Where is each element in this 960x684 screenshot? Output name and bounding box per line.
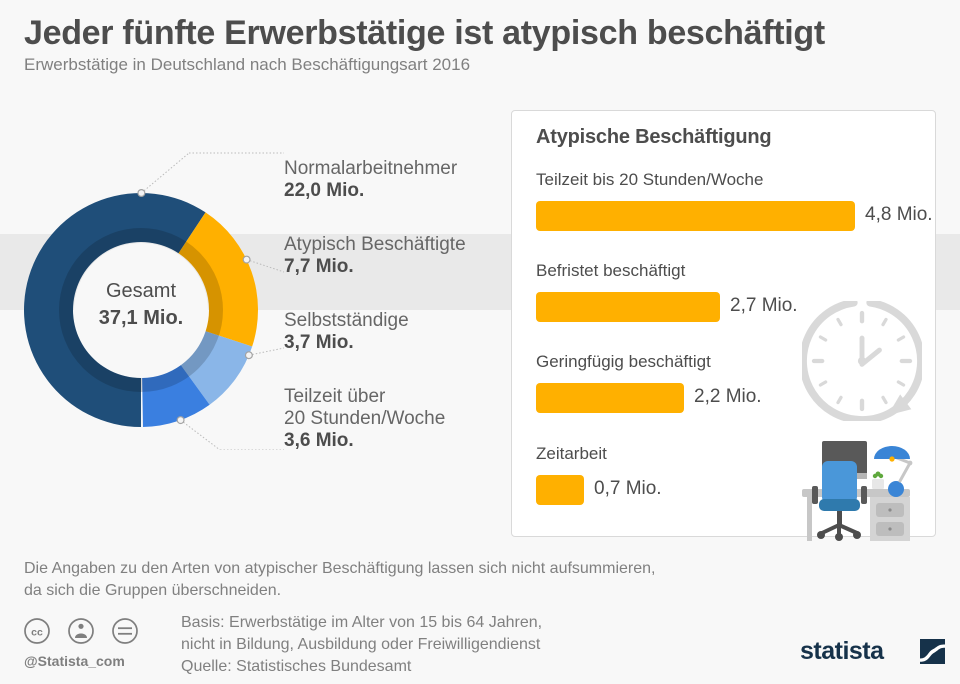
svg-text:cc: cc <box>31 627 43 639</box>
svg-text:statista: statista <box>800 638 885 665</box>
